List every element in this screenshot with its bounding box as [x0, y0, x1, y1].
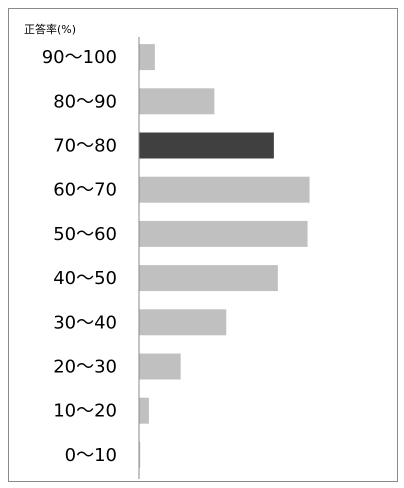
bar-5 [139, 265, 278, 292]
tick-label-5: 40〜50 [53, 268, 117, 289]
bars-group [139, 44, 310, 468]
tick-labels-group: 90〜100 80〜90 70〜80 60〜70 50〜60 40〜50 30〜40 20〜3… [42, 47, 117, 466]
tick-label-1: 80〜90 [53, 91, 117, 112]
bar-2 [139, 132, 274, 159]
y-axis-title: 正答率(%) [24, 22, 76, 36]
bar-6 [139, 309, 227, 336]
tick-label-6: 30〜40 [53, 312, 117, 333]
bar-3 [139, 176, 310, 203]
bar-chart: 正答率(%) 90〜100 80〜90 70〜80 60〜70 50〜60 40〜50 30… [24, 22, 310, 479]
bar-0 [139, 44, 155, 71]
tick-label-7: 20〜30 [53, 357, 117, 378]
bar-9 [139, 441, 141, 468]
bar-4 [139, 220, 308, 247]
tick-label-2: 70〜80 [53, 136, 117, 157]
tick-label-0: 90〜100 [42, 47, 117, 68]
bar-1 [139, 88, 215, 115]
tick-label-3: 60〜70 [53, 180, 117, 201]
tick-label-9: 0〜10 [65, 445, 117, 466]
bar-7 [139, 353, 181, 380]
chart-frame: 正答率(%) 90〜100 80〜90 70〜80 60〜70 50〜60 40〜50 30… [8, 8, 398, 482]
tick-label-4: 50〜60 [53, 224, 117, 245]
tick-label-8: 10〜20 [53, 401, 117, 422]
bar-8 [139, 397, 149, 424]
